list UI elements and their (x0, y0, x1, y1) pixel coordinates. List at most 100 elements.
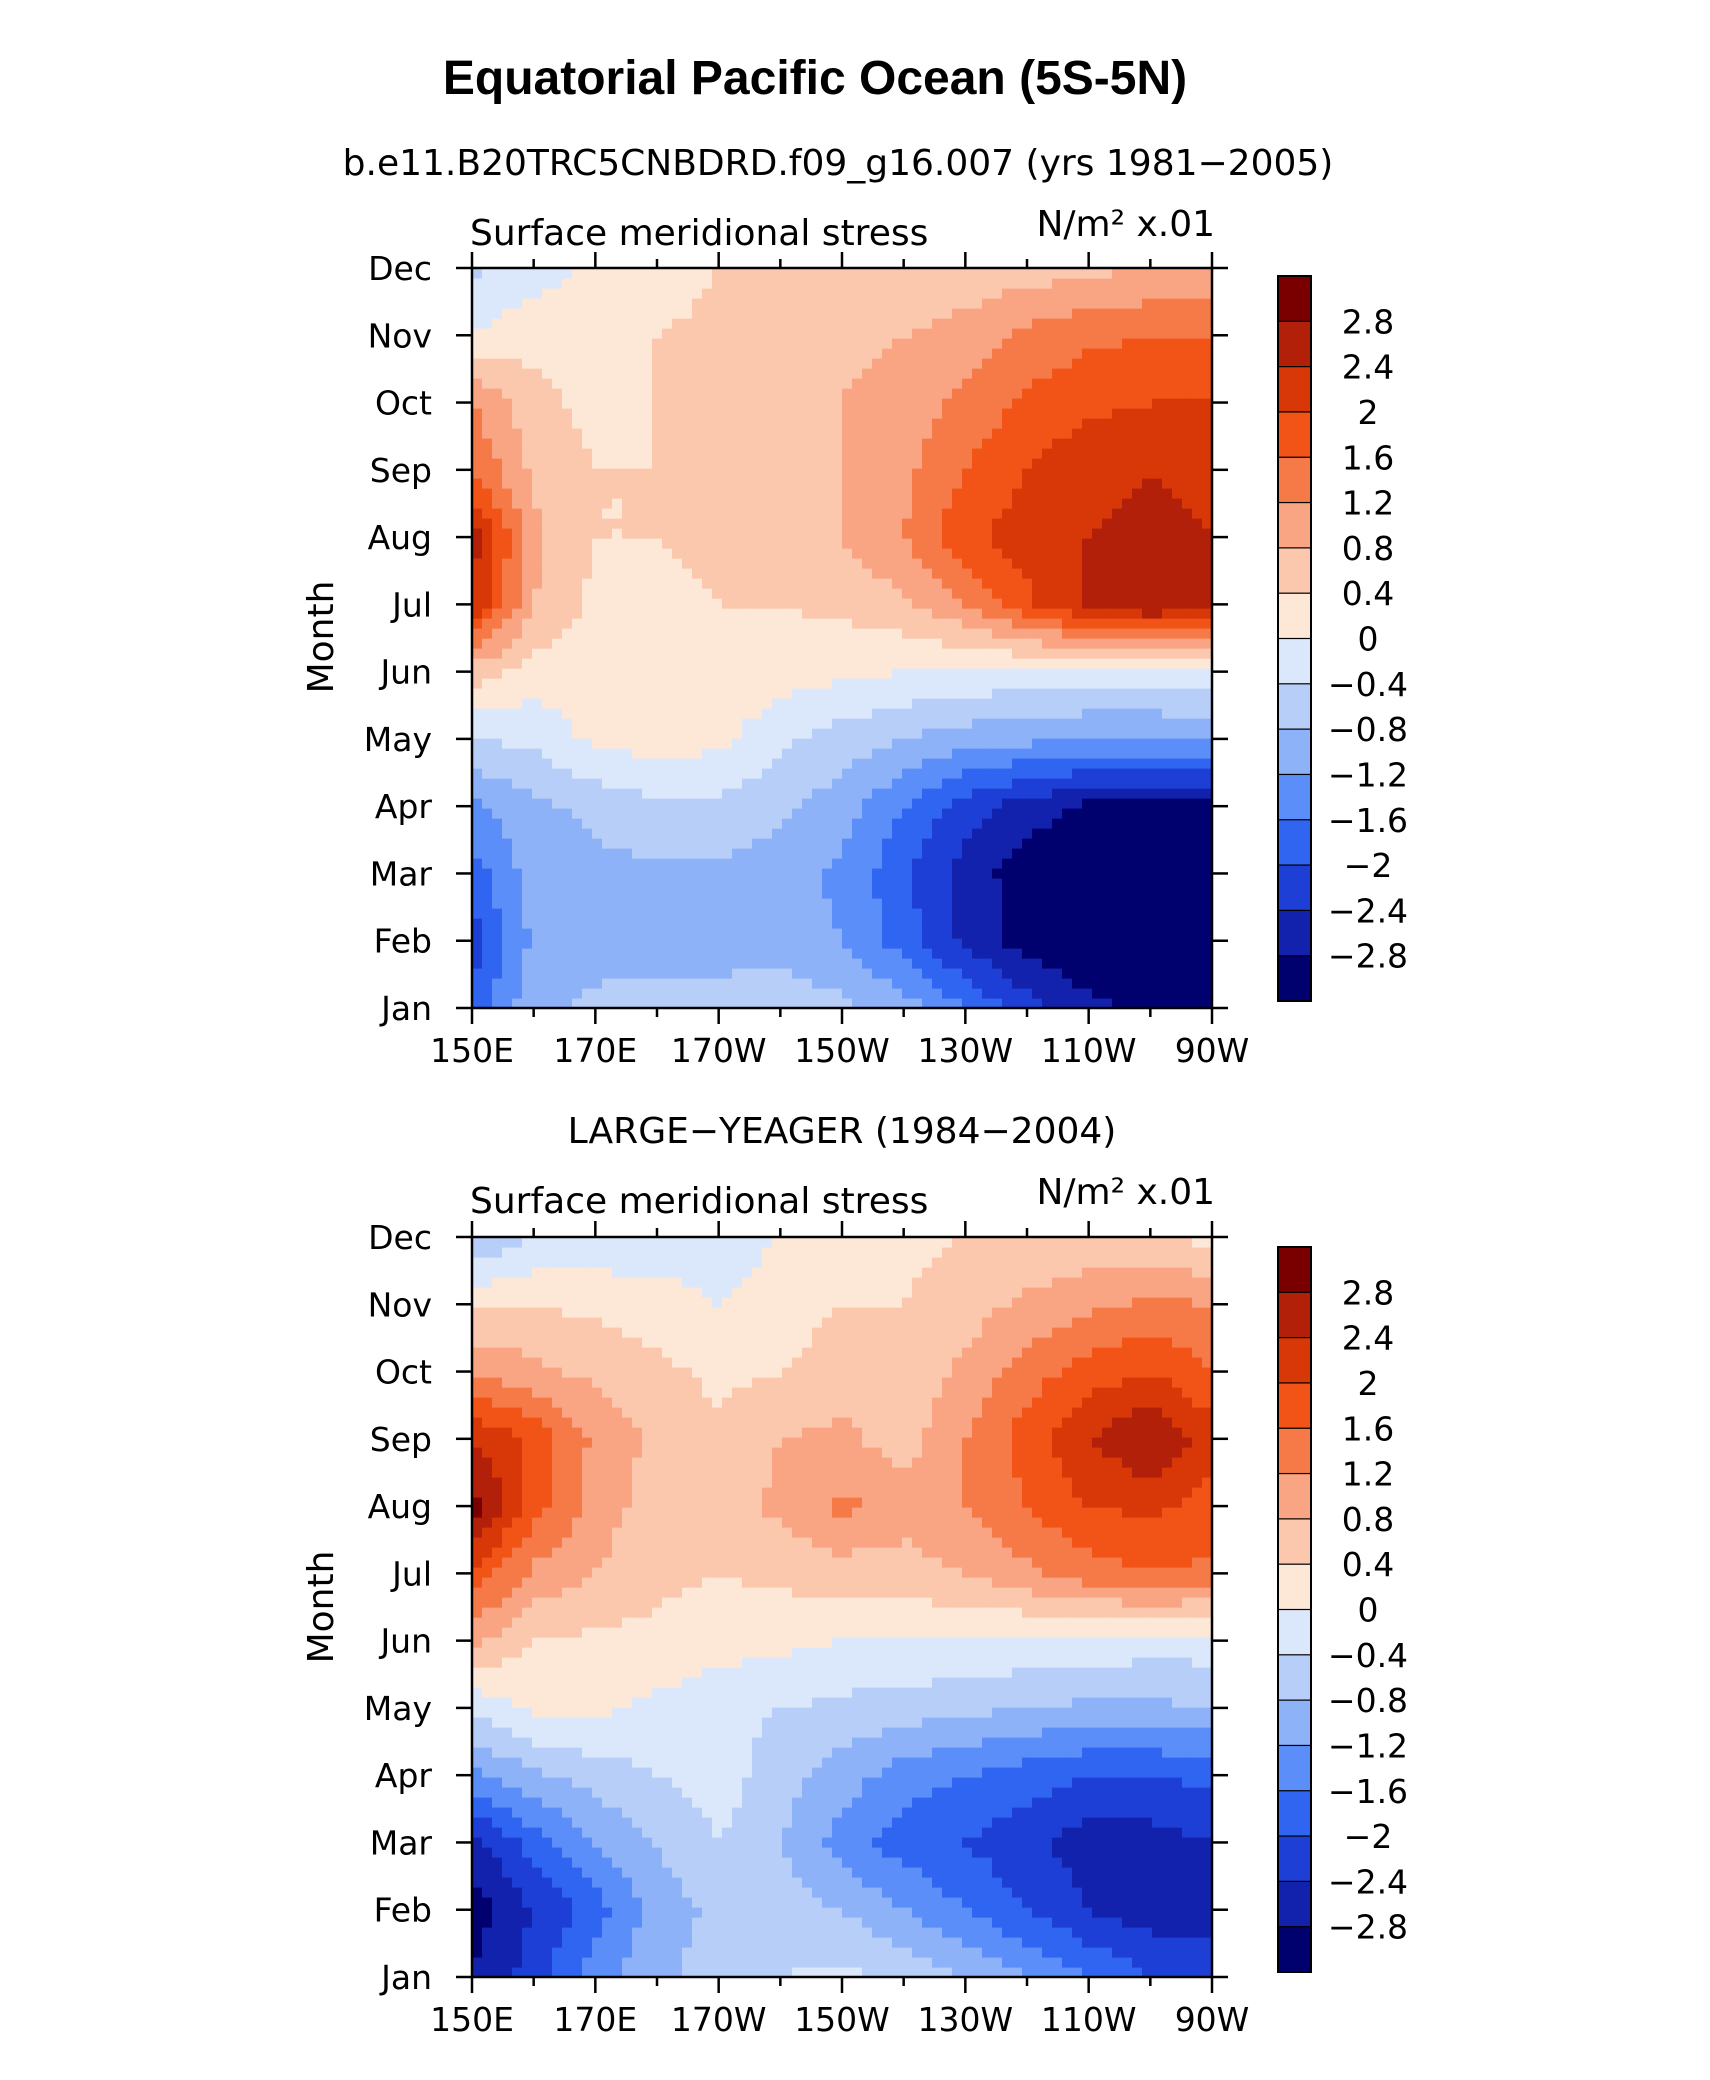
heatmap-cell (872, 468, 883, 479)
heatmap-cell (812, 348, 823, 359)
heatmap-cell (792, 638, 803, 649)
heatmap-cell (582, 638, 593, 649)
heatmap-cell (552, 548, 563, 559)
heatmap-cell (1062, 798, 1073, 809)
heatmap-cell (542, 908, 553, 919)
heatmap-cell (872, 598, 883, 609)
heatmap-cell (1192, 658, 1203, 669)
heatmap-cell (1152, 598, 1163, 609)
heatmap-cell (1112, 358, 1123, 369)
heatmap-cell (642, 588, 653, 599)
heatmap-cell (552, 828, 563, 839)
heatmap-cell (682, 488, 693, 499)
heatmap-cell (852, 978, 863, 989)
heatmap-cells (472, 268, 1213, 1009)
heatmap-cell (1102, 668, 1113, 679)
heatmap-cell (752, 498, 763, 509)
heatmap-cell (1132, 508, 1143, 519)
heatmap-cell (832, 588, 843, 599)
heatmap-cell (1022, 898, 1033, 909)
heatmap-cell (682, 378, 693, 389)
heatmap-cell (532, 578, 543, 589)
heatmap-cell (1192, 968, 1203, 979)
heatmap-cell (1072, 508, 1083, 519)
heatmap-cell (642, 608, 653, 619)
heatmap-cell (862, 678, 873, 689)
heatmap-cell (1142, 658, 1153, 669)
heatmap-cell (692, 608, 703, 619)
heatmap-cell (522, 508, 533, 519)
heatmap-cell (1112, 798, 1123, 809)
heatmap-cell (1102, 718, 1113, 729)
heatmap-cell (1072, 548, 1083, 559)
heatmap-cell (1032, 758, 1043, 769)
heatmap-cell (582, 558, 593, 569)
heatmap-cell (532, 568, 543, 579)
heatmap-cell (932, 708, 943, 719)
heatmap-cell (912, 748, 923, 759)
heatmap-cell (1052, 988, 1063, 999)
heatmap-cell (972, 838, 983, 849)
heatmap-cell (1062, 508, 1073, 519)
heatmap-cell (1182, 338, 1193, 349)
heatmap-cell (602, 958, 613, 969)
heatmap-cell (1042, 378, 1053, 389)
heatmap-cell (992, 508, 1003, 519)
heatmap-cell (632, 908, 643, 919)
heatmap-cell (902, 448, 913, 459)
heatmap-cell (592, 748, 603, 759)
heatmap-cell (642, 908, 653, 919)
heatmap-cell (1152, 838, 1163, 849)
heatmap-cell (492, 728, 503, 739)
heatmap-cell (712, 478, 723, 489)
heatmap-cell (842, 938, 853, 949)
heatmap-cell (772, 468, 783, 479)
heatmap-cell (562, 428, 573, 439)
heatmap-cell (1142, 438, 1153, 449)
heatmap-cell (682, 588, 693, 599)
heatmap-cell (542, 808, 553, 819)
heatmap-cell (932, 378, 943, 389)
heatmap-cell (852, 588, 863, 599)
heatmap-cell (682, 478, 693, 489)
heatmap-cell (812, 938, 823, 949)
heatmap-cell (722, 688, 733, 699)
heatmap-cell (882, 608, 893, 619)
heatmap-cell (1022, 628, 1033, 639)
heatmap-cell (482, 558, 493, 569)
heatmap-cell (1002, 358, 1013, 369)
heatmap-cell (642, 558, 653, 569)
heatmap-cell (1152, 458, 1163, 469)
heatmap-cell (992, 478, 1003, 489)
heatmap-cell (502, 798, 513, 809)
heatmap-cell (502, 438, 513, 449)
heatmap-cell (1152, 648, 1163, 659)
heatmap-cell (1082, 618, 1093, 629)
heatmap-cell (882, 778, 893, 789)
heatmap-cell (762, 858, 773, 869)
heatmap-cell (662, 838, 673, 849)
heatmap-cell (1062, 958, 1073, 969)
heatmap-cell (552, 398, 563, 409)
heatmap-cell (642, 818, 653, 829)
heatmap-cell (1182, 708, 1193, 719)
heatmap-cell (1182, 368, 1193, 379)
heatmap-cell (712, 518, 723, 529)
heatmap-cell (492, 818, 503, 829)
heatmap-cell (772, 758, 783, 769)
heatmap-cell (652, 718, 663, 729)
heatmap-cell (1102, 998, 1113, 1009)
heatmap-cell (912, 588, 923, 599)
heatmap-cell (832, 658, 843, 669)
heatmap-cell (1172, 458, 1183, 469)
heatmap-cell (532, 868, 543, 879)
heatmap-cell (612, 918, 623, 929)
heatmap-cell (1052, 428, 1063, 439)
heatmap-cell (992, 598, 1003, 609)
heatmap-cell (992, 338, 1003, 349)
heatmap-cell (782, 958, 793, 969)
heatmap-cell (622, 958, 633, 969)
heatmap-cell (1192, 958, 1203, 969)
heatmap-cell (702, 518, 713, 529)
heatmap-cell (1042, 898, 1053, 909)
